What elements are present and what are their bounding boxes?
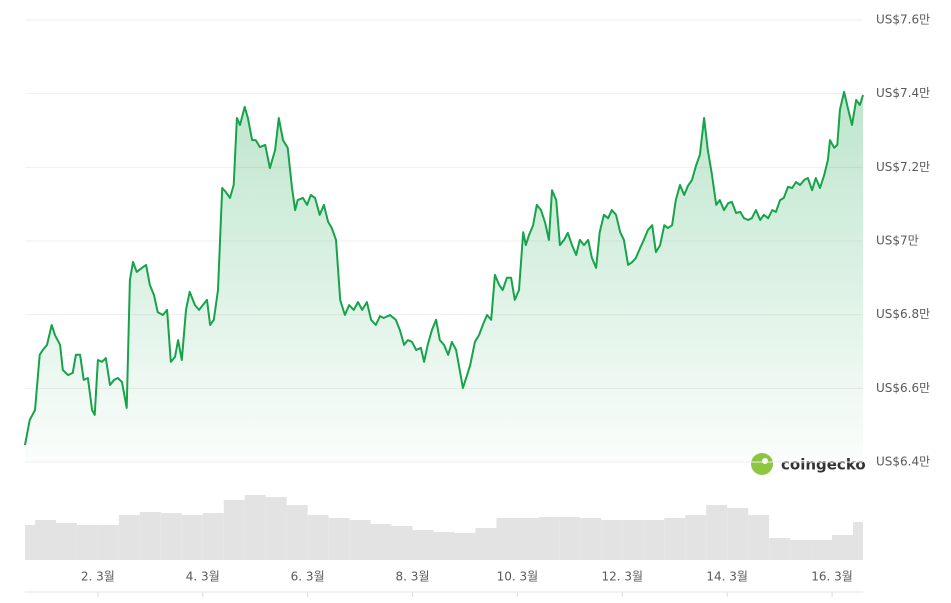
volume-bar: [97, 525, 119, 560]
area: [25, 91, 863, 463]
volume-bar: [769, 538, 791, 560]
volume-bar: [454, 533, 476, 560]
volume-bar: [517, 518, 539, 560]
volume-bar: [433, 532, 455, 560]
y-tick-label: US$7.4만: [876, 86, 930, 100]
volume-bar: [664, 518, 686, 560]
volume-bar: [643, 520, 665, 560]
x-tick-label: 4. 3월: [186, 570, 220, 584]
volume-bar: [25, 525, 35, 560]
volume-bar: [307, 515, 329, 560]
volume-bar: [202, 513, 224, 560]
volume-bar: [580, 518, 602, 560]
volume-bar: [538, 517, 560, 560]
volume-bar: [265, 497, 287, 560]
price-line: [24, 90, 864, 446]
volume-bar: [811, 540, 833, 560]
volume-bar: [685, 515, 707, 560]
volume-bar: [244, 495, 266, 560]
x-tick-label: 16. 3월: [811, 570, 853, 584]
volume-bar: [412, 530, 434, 560]
volume-bar: [34, 520, 56, 560]
volume-bar: [853, 522, 863, 560]
volume-bar: [160, 513, 182, 560]
y-tick-label: US$6.4만: [876, 455, 930, 469]
volume-bar: [118, 515, 140, 560]
x-tick-label: 8. 3월: [396, 570, 430, 584]
y-tick-label: US$7만: [876, 234, 919, 248]
volume-bar: [55, 523, 77, 560]
x-tick-label: 6. 3월: [291, 570, 325, 584]
y-tick-label: US$7.2만: [876, 160, 930, 174]
volume-bar: [727, 508, 749, 560]
y-tick-label: US$7.6만: [876, 13, 930, 27]
volume-bar: [748, 515, 770, 560]
volume-bar: [328, 518, 350, 560]
volume-bar: [832, 535, 854, 560]
x-tick-label: 10. 3월: [497, 570, 539, 584]
volume-bar: [349, 520, 371, 560]
volume-bar: [286, 505, 308, 560]
volume-bar: [601, 520, 623, 560]
volume-bar: [76, 525, 98, 560]
volume-bar: [370, 524, 392, 560]
volume-bar: [790, 540, 812, 560]
y-tick-label: US$6.6만: [876, 381, 930, 395]
volume-bar: [706, 505, 728, 560]
x-tick-label: 14. 3월: [706, 570, 748, 584]
volume-bar: [223, 500, 245, 560]
volume-bar: [496, 518, 518, 560]
x-tick-label: 12. 3월: [602, 570, 644, 584]
x-tick-label: 2. 3월: [81, 570, 115, 584]
volume-bar: [622, 520, 644, 560]
volume-bar: [181, 515, 203, 560]
volume-bar: [559, 517, 581, 560]
volume-bar: [139, 512, 161, 560]
volume-bar: [475, 528, 497, 560]
volume-bar: [391, 526, 413, 560]
y-tick-label: US$6.8만: [876, 307, 930, 321]
